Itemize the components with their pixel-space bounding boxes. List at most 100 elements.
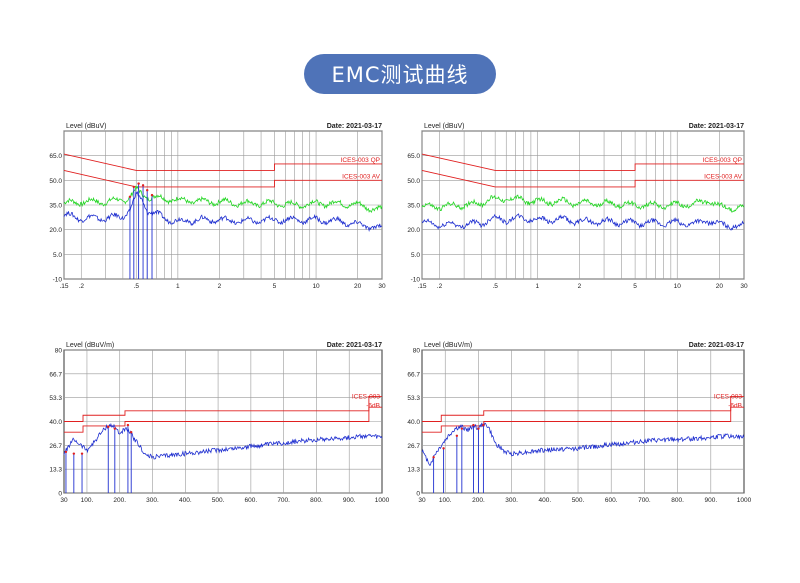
emc-chart-radiated-2: Level (dBuV/m) Date: 2021-03-17 0 13.3 26.7 4… <box>407 342 752 504</box>
x-tick-label: 100. <box>81 497 94 504</box>
emc-chart-conducted-1: Level (dBuV) Date: 2021-03-17 -10 5.0 20.0 35… <box>49 123 386 290</box>
trace-line <box>421 213 745 231</box>
y-axis-label: Level (dBuV/m) <box>66 342 114 349</box>
limit-line <box>64 406 382 433</box>
trace-line <box>63 190 383 232</box>
limit-label: -6dB <box>366 402 380 409</box>
x-tick-label: 400. <box>538 497 551 504</box>
y-tick-label: 20.0 <box>407 227 420 234</box>
x-tick-label: 30 <box>378 283 386 290</box>
y-tick-label: 66.7 <box>407 371 420 378</box>
peak-point <box>455 434 459 437</box>
x-tick-label: 10 <box>674 283 682 290</box>
x-tick-label: .15 <box>417 283 426 290</box>
x-tick-label: 900. <box>343 497 356 504</box>
x-tick-label: .2 <box>79 283 85 290</box>
y-tick-label: -10 <box>53 277 63 284</box>
y-axis-label: Level (dBuV) <box>66 123 106 130</box>
peak-point <box>130 431 133 434</box>
x-tick-label: .5 <box>134 283 140 290</box>
y-axis-label: Level (dBuV) <box>424 123 464 130</box>
y-tick-label: -10 <box>411 277 421 284</box>
peak-point <box>472 423 475 427</box>
y-tick-label: 35.0 <box>407 203 420 210</box>
peak-point <box>432 456 435 459</box>
emc-chart-radiated-1: Level (dBuV/m) Date: 2021-03-17 0 13.3 26.7 4… <box>49 342 390 504</box>
peak-point <box>64 450 68 454</box>
limit-label: ICES-003 QP <box>341 157 380 164</box>
limit-line <box>422 406 744 433</box>
y-tick-label: 50.0 <box>407 178 420 185</box>
limit-label: ICES-003 AV <box>342 173 380 180</box>
x-tick-label: 2 <box>578 283 582 290</box>
date-label: Date: 2021-03-17 <box>327 342 382 349</box>
peak-point <box>141 184 145 187</box>
x-tick-label: 1000 <box>375 497 390 504</box>
x-tick-label: 5 <box>633 283 637 290</box>
y-tick-label: 20.0 <box>49 227 62 234</box>
x-tick-label: 1000 <box>737 497 752 504</box>
y-tick-label: 13.3 <box>49 467 62 474</box>
peak-point <box>442 447 445 450</box>
peak-point <box>137 182 140 185</box>
peak-point <box>113 427 117 430</box>
y-tick-label: 50.0 <box>49 178 62 185</box>
x-tick-label: 10 <box>312 283 320 290</box>
x-tick-label: 20 <box>716 283 724 290</box>
x-tick-label: 900. <box>704 497 717 504</box>
x-tick-label: 20 <box>354 283 362 290</box>
limit-label: ICES-003 <box>352 393 381 400</box>
x-tick-label: 500. <box>572 497 585 504</box>
trace-line <box>421 422 745 466</box>
x-tick-label: 700. <box>638 497 651 504</box>
peak-point <box>460 427 464 430</box>
x-tick-label: 400. <box>179 497 192 504</box>
peak-point <box>477 427 480 430</box>
x-tick-label: 800. <box>310 497 323 504</box>
peak-point <box>80 452 84 455</box>
peak-point <box>128 195 132 198</box>
x-tick-label: 700. <box>277 497 290 504</box>
limit-line <box>63 153 382 171</box>
y-tick-label: 5.0 <box>53 252 62 259</box>
y-axis-label: Level (dBuV/m) <box>424 342 472 349</box>
peak-point <box>482 423 485 427</box>
y-tick-label: 5.0 <box>411 252 420 259</box>
peak-point <box>150 193 154 197</box>
x-tick-label: 30 <box>740 283 748 290</box>
date-label: Date: 2021-03-17 <box>327 123 382 130</box>
peak-point <box>132 185 136 189</box>
limit-label: ICES-003 <box>714 393 743 400</box>
x-tick-label: 300. <box>146 497 159 504</box>
x-tick-label: 100. <box>439 497 452 504</box>
x-tick-label: 5 <box>273 283 277 290</box>
x-tick-label: 300. <box>505 497 518 504</box>
limit-label: ICES-003 AV <box>704 173 742 180</box>
x-tick-label: 200. <box>113 497 126 504</box>
y-tick-label: 65.0 <box>49 153 62 160</box>
limit-line <box>421 153 744 171</box>
trace-line <box>63 422 383 460</box>
x-tick-label: .5 <box>492 283 498 290</box>
peak-point <box>107 425 110 429</box>
x-tick-label: 30 <box>60 497 68 504</box>
trace-line <box>63 185 383 213</box>
x-tick-label: 200. <box>472 497 485 504</box>
y-tick-label: 13.3 <box>407 467 420 474</box>
limit-line <box>422 396 744 422</box>
y-tick-label: 40.0 <box>407 419 420 426</box>
y-tick-label: 65.0 <box>407 153 420 160</box>
y-tick-label: 40.0 <box>49 419 62 426</box>
x-tick-label: 2 <box>218 283 222 290</box>
y-tick-label: 53.3 <box>49 395 62 402</box>
peak-point <box>146 189 149 192</box>
page-title: EMC测试曲线 <box>304 54 496 94</box>
x-tick-label: 1 <box>535 283 539 290</box>
y-tick-label: 0 <box>58 491 62 498</box>
x-tick-label: 500. <box>212 497 225 504</box>
date-label: Date: 2021-03-17 <box>689 342 744 349</box>
x-tick-label: 600. <box>605 497 618 504</box>
limit-line <box>421 170 744 188</box>
y-tick-label: 80 <box>413 348 421 355</box>
peak-point <box>126 423 130 427</box>
